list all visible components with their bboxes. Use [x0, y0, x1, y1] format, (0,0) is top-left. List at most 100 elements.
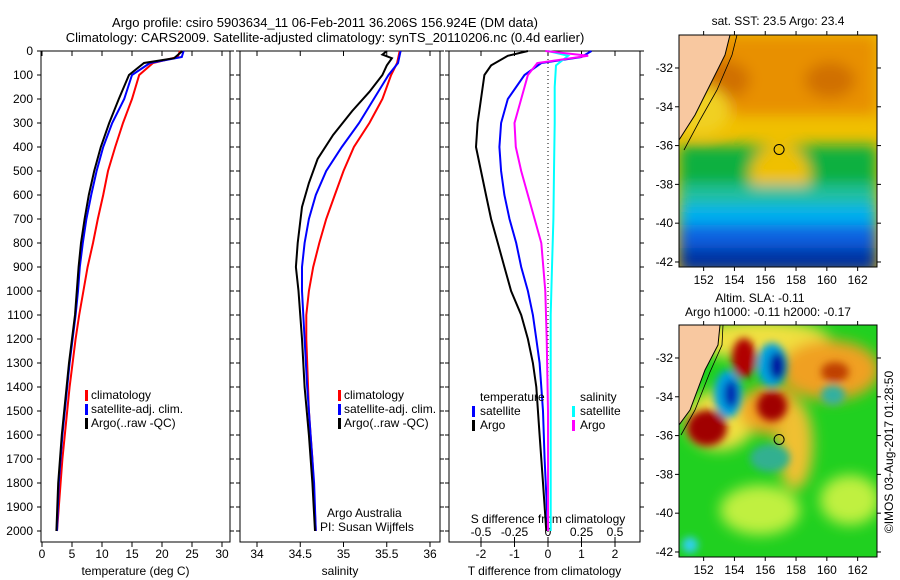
x-tick-label: 10: [95, 547, 109, 561]
y-tick-label: 1300: [6, 356, 33, 370]
argo-float-marker: [773, 143, 785, 155]
y-tick-label: 1000: [6, 284, 33, 298]
x-tick-label: -1: [509, 547, 520, 561]
y-tick-label: 1600: [6, 428, 33, 442]
legend-label: climatology: [91, 388, 151, 402]
x-tick-label: 35: [337, 547, 351, 561]
map-x-tick-label: 158: [786, 563, 806, 577]
y-tick-label: 500: [13, 164, 33, 178]
map-y-tick-label: -32: [656, 61, 674, 75]
series-line-argo-raw-qc-: [294, 50, 394, 532]
plot-frame-temperature: [40, 50, 231, 543]
coastline-2: [679, 325, 721, 426]
x-axis-label: salinity: [322, 564, 359, 578]
map-x-tick-label: 152: [694, 273, 714, 287]
shelf-contour-2: [680, 325, 724, 436]
x-tick-label: 36: [423, 547, 437, 561]
s-tick-label: 0.5: [607, 525, 624, 539]
map-x-tick-label: 152: [694, 563, 714, 577]
x-axis-label: temperature (deg C): [81, 564, 189, 578]
legend-swatch: [572, 420, 575, 431]
map-y-tick-label: -38: [656, 177, 674, 191]
series-line-t-argo: [474, 50, 548, 532]
legend-label: satellite-adj. clim.: [344, 402, 436, 416]
y-tick-label: 1200: [6, 332, 33, 346]
y-tick-label: 600: [13, 188, 33, 202]
map-x-tick-label: 154: [724, 563, 744, 577]
map-frame-sst-map: [678, 34, 878, 268]
s-tick-label: -0.5: [471, 525, 492, 539]
legend-label: satellite: [580, 404, 621, 418]
coastline: [679, 35, 731, 141]
legend-swatch: [572, 406, 575, 417]
map-y-tick-label: -32: [656, 351, 674, 365]
map-y-tick-label: -42: [656, 255, 674, 269]
title-line-2: Climatology: CARS2009. Satellite-adjuste…: [66, 30, 585, 45]
x-tick-label: 15: [125, 547, 139, 561]
map-y-tick-label: -38: [656, 467, 674, 481]
legend-swatch: [338, 404, 341, 415]
map-y-tick-label: -42: [656, 545, 674, 559]
legend-title-salinity: salinity: [580, 390, 617, 404]
legend-swatch: [85, 404, 88, 415]
map-x-tick-label: 156: [755, 563, 775, 577]
x-axis-label: T difference from climatology: [468, 564, 622, 578]
series-line-satellite-adj-clim-: [301, 50, 402, 532]
x-tick-label: 0: [545, 547, 552, 561]
legend-label: climatology: [344, 388, 404, 402]
map-x-tick-label: 162: [848, 273, 868, 287]
x-tick-label: 35.5: [375, 547, 399, 561]
land-australia-2: [679, 325, 720, 425]
x-tick-label: 0: [39, 547, 46, 561]
sla-map-image: [679, 325, 877, 557]
legend-swatch: [338, 418, 341, 429]
y-tick-label: 1400: [6, 380, 33, 394]
legend-title-temperature: temperature: [480, 390, 545, 404]
s-tick-label: 0.25: [570, 525, 594, 539]
legend-label: Argo: [580, 418, 606, 432]
map-y-tick-label: -40: [656, 506, 674, 520]
s-tick-label: -0.25: [501, 525, 529, 539]
argo-float-marker: [773, 433, 785, 445]
title-line-1: Argo profile: csiro 5903634_11 06-Feb-20…: [112, 15, 538, 30]
legend-swatch: [85, 418, 88, 429]
legend-label: satellite: [480, 404, 521, 418]
sla-map-title-2: Argo h1000: -0.11 h2000: -0.17: [685, 305, 851, 319]
y-tick-label: 700: [13, 212, 33, 226]
y-tick-label: 1900: [6, 500, 33, 514]
x-tick-label: 20: [155, 547, 169, 561]
map-x-tick-label: 160: [817, 273, 837, 287]
y-tick-label: 2000: [6, 524, 33, 538]
legend-label: Argo(..raw -QC): [91, 416, 176, 430]
legend-swatch: [472, 406, 475, 417]
land-australia: [679, 35, 730, 140]
y-tick-label: 800: [13, 236, 33, 250]
map-y-tick-label: -36: [656, 429, 674, 443]
legend-swatch: [85, 390, 88, 401]
map-y-tick-label: -34: [656, 100, 674, 114]
plot-frame-differences: [448, 50, 641, 543]
x-tick-label: 34.5: [289, 547, 313, 561]
shelf-contour: [683, 35, 738, 151]
series-line-argo-raw-qc-: [55, 50, 184, 532]
y-tick-label: 1500: [6, 404, 33, 418]
map-x-tick-label: 160: [817, 563, 837, 577]
series-line-s-satellite: [547, 50, 571, 531]
legend-label: Argo(..raw -QC): [344, 416, 429, 430]
annotation-line-2: PI: Susan Wijffels: [320, 520, 414, 534]
s-tick-label: 0: [545, 525, 552, 539]
map-x-tick-label: 158: [786, 273, 806, 287]
y-tick-label: 0: [26, 44, 33, 58]
map-y-tick-label: -34: [656, 390, 674, 404]
x-tick-label: -2: [476, 547, 487, 561]
x-tick-label: 34: [250, 547, 264, 561]
x-tick-label: 30: [215, 547, 229, 561]
series-line-climatology: [305, 50, 401, 532]
y-tick-label: 100: [13, 68, 33, 82]
series-line-s-argo: [513, 50, 589, 531]
x-tick-label: 2: [612, 547, 619, 561]
imos-credit: ©IMOS 03-Aug-2017 01:28:50: [882, 371, 896, 534]
legend-swatch: [338, 390, 341, 401]
